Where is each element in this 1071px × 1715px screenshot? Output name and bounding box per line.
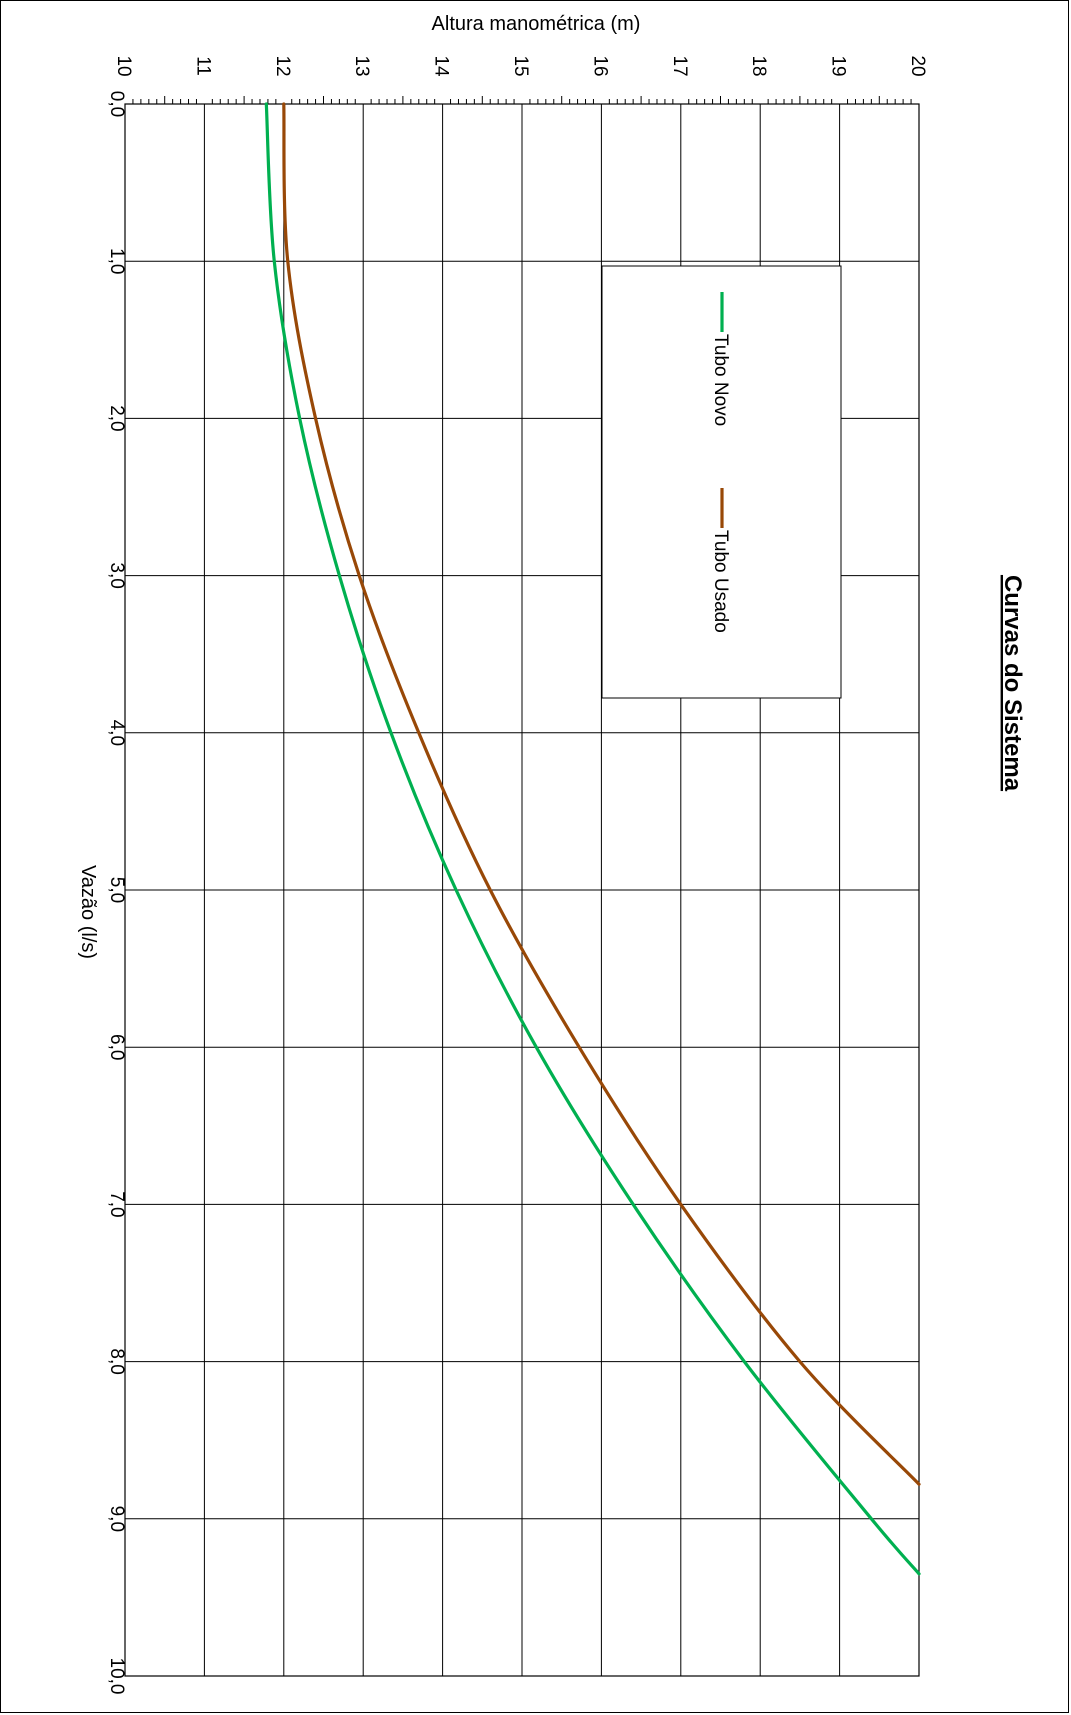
y-tick-label: 19 [828,55,849,76]
x-tick-label: 8,0 [106,1348,127,1374]
y-tick-labels: 10 11 12 13 14 15 16 17 18 19 20 [113,55,928,77]
x-tick-label: 4,0 [106,720,127,746]
x-tick-label: 0,0 [106,91,127,117]
x-tick-label: 7,0 [106,1191,127,1217]
series-line-tubo-usado [282,102,921,1486]
x-tick-label: 9,0 [106,1506,127,1532]
x-tick-label: 5,0 [106,877,127,903]
y-tick-label: 15 [510,55,531,76]
x-tick-label: 10,0 [106,1658,127,1695]
x-tick-label: 1,0 [106,248,127,274]
y-axis-title: Altura manométrica (m) [432,13,641,35]
y-tick-label: 18 [748,55,769,76]
x-tick-label: 3,0 [106,562,127,588]
x-axis-title: Vazão (l/s) [77,865,99,959]
y-tick-label: 12 [272,55,293,76]
legend-label: Tubo Novo [710,334,731,426]
y-tick-label: 16 [589,55,610,76]
x-tick-labels: 0,0 1,0 2,0 3,0 4,0 5,0 6,0 7,0 8,0 9,0 10,0 [106,91,127,1695]
x-tick-label: 2,0 [106,405,127,431]
y-tick-label: 13 [351,55,372,76]
y-tick-label: 20 [907,55,928,76]
legend-label: Tubo Usado [710,530,731,633]
y-tick-label: 17 [669,55,690,76]
series-line-tubo-novo [264,102,921,1576]
plot-area-border [124,103,920,1677]
minor-ticks [132,96,912,104]
y-tick-label: 11 [192,56,213,76]
series-layer [264,102,921,1576]
legend-box [601,265,842,699]
legend: Tubo Novo Tubo Usado [710,292,731,633]
chart-title: Curvas do Sistema [999,575,1026,792]
y-tick-label: 10 [113,55,134,76]
y-tick-label: 14 [431,55,452,77]
x-tick-label: 6,0 [106,1034,127,1060]
